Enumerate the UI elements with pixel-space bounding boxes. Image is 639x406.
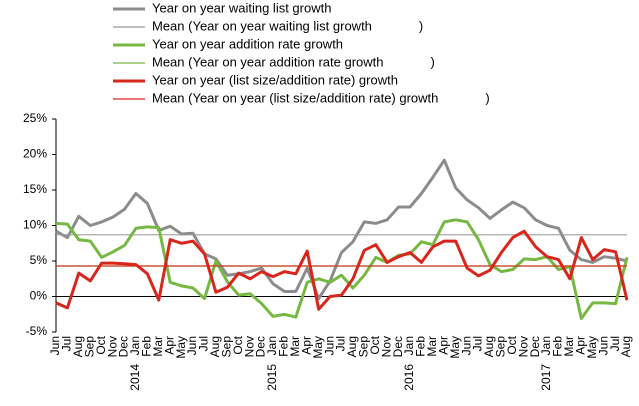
x-tick-label: Feb xyxy=(140,336,154,357)
x-tick-label: Jan xyxy=(539,336,553,355)
x-tick-label: Jul xyxy=(334,336,348,351)
x-tick-label: Jan xyxy=(402,336,416,355)
x-tick-label: Mar xyxy=(425,336,439,357)
x-tick-label: Dec xyxy=(528,336,542,357)
legend-label: Year on year addition rate growth xyxy=(152,36,343,51)
x-tick-label: Aug xyxy=(208,336,222,357)
x-tick-label: Jun xyxy=(596,336,610,355)
x-tick-label: Nov xyxy=(516,336,530,357)
x-tick-label: Oct xyxy=(231,335,245,354)
x-tick-label: May xyxy=(448,336,462,359)
legend-label: Mean (Year on year addition rate growth … xyxy=(152,54,435,69)
legend-label: Year on year (list size/addition rate) g… xyxy=(152,72,398,87)
x-tick-label: Oct xyxy=(94,335,108,354)
x-tick-label: Jul xyxy=(197,336,211,351)
y-tick-label: 15% xyxy=(23,182,47,196)
x-tick-label: Jan xyxy=(128,336,142,355)
x-tick-label: Jul xyxy=(608,336,622,351)
year-label: 2015 xyxy=(265,364,279,391)
x-tick-label: Oct xyxy=(368,335,382,354)
x-tick-label: Dec xyxy=(391,336,405,357)
y-tick-label: 0% xyxy=(30,289,48,303)
x-tick-label: Aug xyxy=(71,336,85,357)
x-tick-label: Jul xyxy=(471,336,485,351)
x-tick-label: Jun xyxy=(459,336,473,355)
y-tick-label: -5% xyxy=(26,324,48,338)
x-tick-label: May xyxy=(174,336,188,359)
x-tick-label: Feb xyxy=(414,336,428,357)
legend-label: Mean (Year on year waiting list growth ) xyxy=(152,18,423,33)
x-tick-label: Oct xyxy=(505,335,519,354)
x-tick-label: Jul xyxy=(60,336,74,351)
x-tick-label: Jan xyxy=(265,336,279,355)
x-tick-label: Sep xyxy=(82,336,96,358)
x-tick-label: Nov xyxy=(242,336,256,357)
x-tick-label: Nov xyxy=(379,336,393,357)
x-tick-label: Apr xyxy=(436,336,450,355)
x-tick-label: Jun xyxy=(322,336,336,355)
x-tick-label: Aug xyxy=(482,336,496,357)
x-tick-label: Aug xyxy=(619,336,633,357)
y-tick-label: 5% xyxy=(30,253,48,267)
y-tick-label: 20% xyxy=(23,147,47,161)
legend-label: Year on year waiting list growth xyxy=(152,0,331,15)
x-tick-label: Jun xyxy=(185,336,199,355)
x-tick-label: Apr xyxy=(162,336,176,355)
x-tick-label: Apr xyxy=(573,336,587,355)
y-tick-label: 10% xyxy=(23,218,47,232)
x-tick-label: May xyxy=(585,336,599,359)
x-tick-label: Mar xyxy=(562,336,576,357)
x-tick-label: Dec xyxy=(254,336,268,357)
x-tick-label: Feb xyxy=(277,336,291,357)
x-tick-label: Nov xyxy=(105,336,119,357)
y-tick-label: 25% xyxy=(23,111,47,125)
x-tick-label: Dec xyxy=(117,336,131,357)
x-tick-label: Sep xyxy=(219,336,233,358)
x-tick-label: Sep xyxy=(357,336,371,358)
x-tick-label: Mar xyxy=(151,336,165,357)
data-line xyxy=(55,218,629,320)
x-tick-label: Feb xyxy=(551,336,565,357)
legend-label: Mean (Year on year (list size/addition r… xyxy=(152,90,490,105)
data-line xyxy=(55,158,628,301)
year-label: 2016 xyxy=(402,364,416,391)
year-label: 2014 xyxy=(128,364,142,391)
x-tick-label: Apr xyxy=(299,336,313,355)
x-tick-label: May xyxy=(311,336,325,359)
data-line xyxy=(55,229,629,311)
x-tick-label: Aug xyxy=(345,336,359,357)
x-tick-label: Jun xyxy=(48,336,62,355)
x-tick-label: Sep xyxy=(494,336,508,358)
year-label: 2017 xyxy=(539,364,553,391)
x-tick-label: Mar xyxy=(288,336,302,357)
